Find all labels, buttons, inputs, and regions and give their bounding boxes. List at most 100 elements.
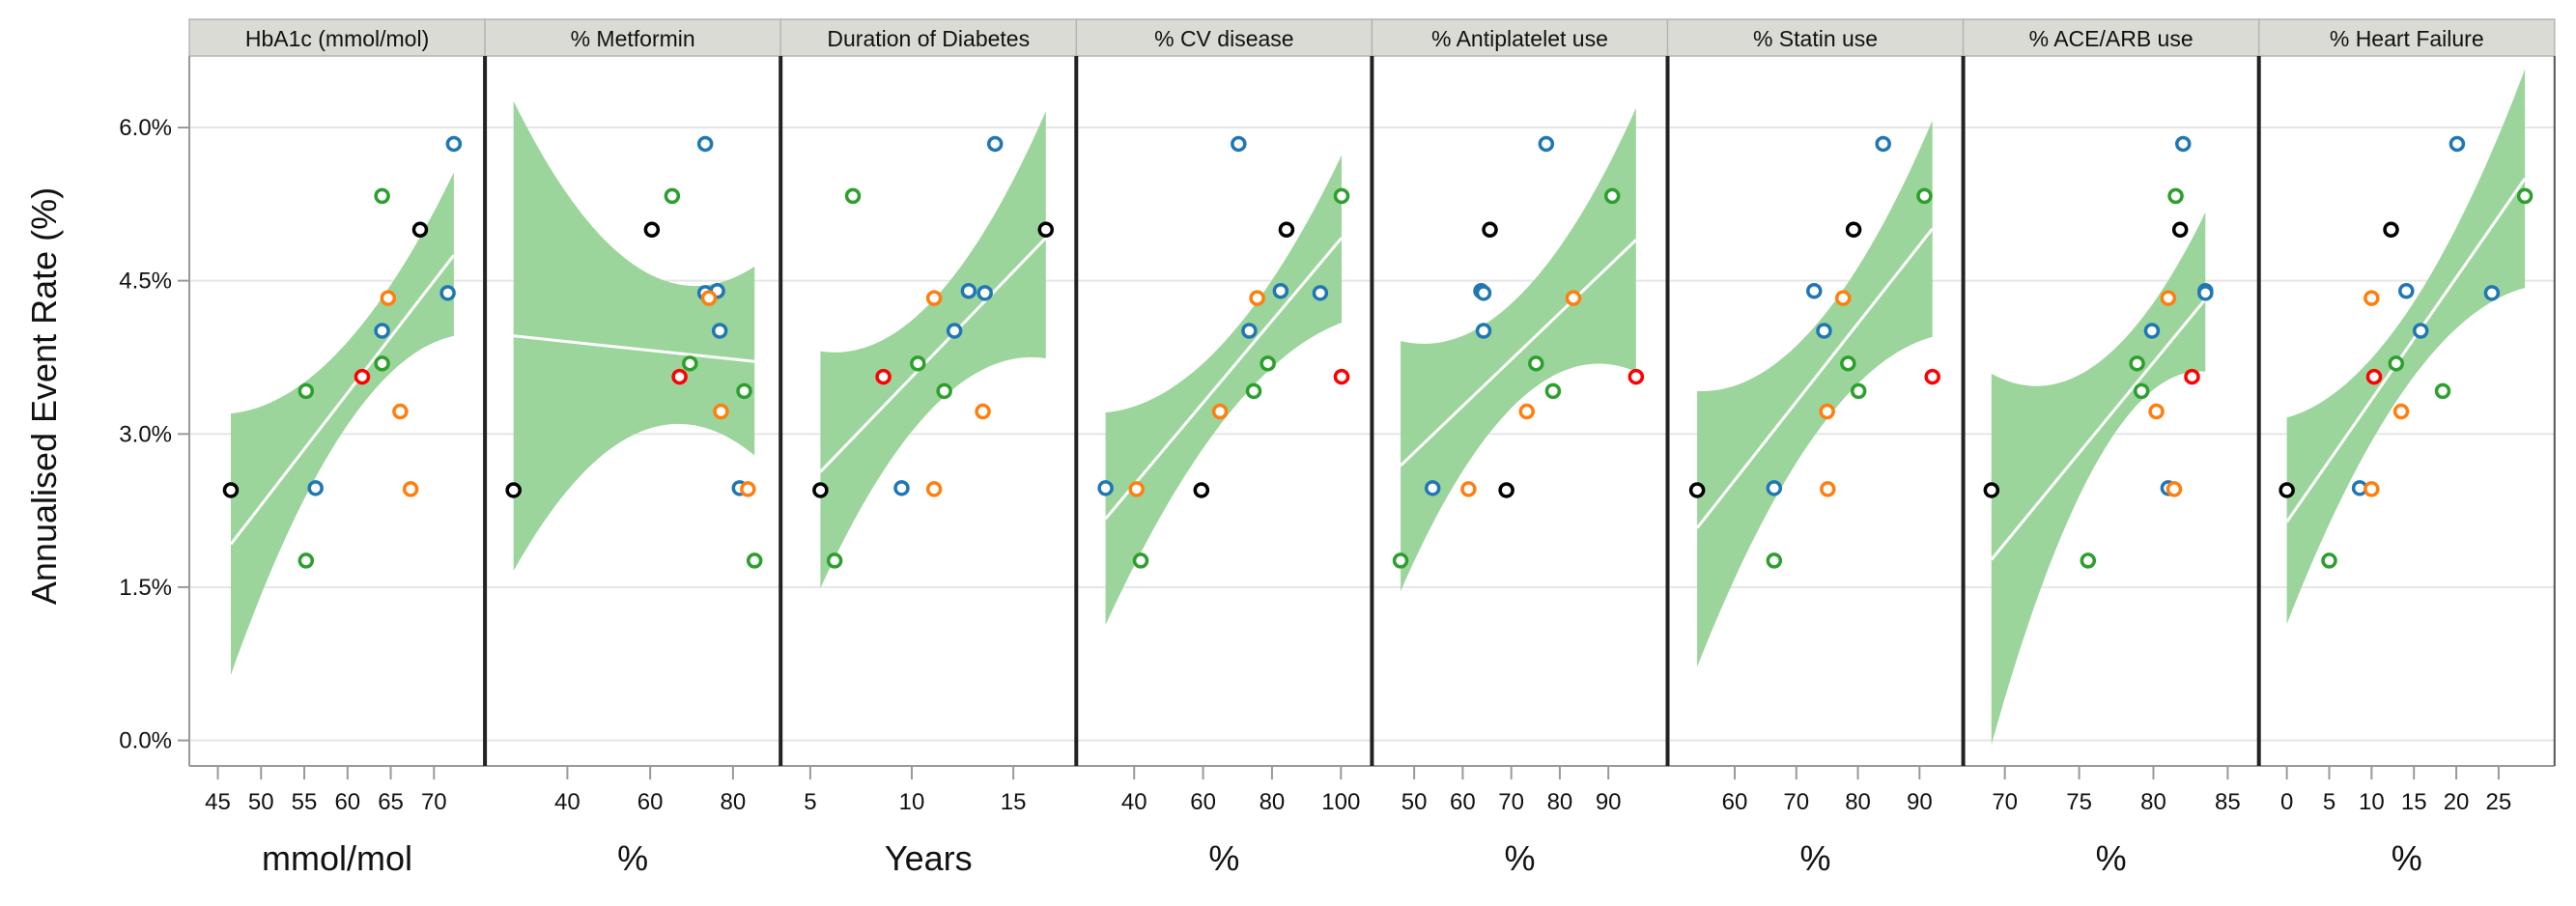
data-point-green (1544, 382, 1562, 400)
regression-line (1400, 239, 1637, 467)
x-tick-label: 20 (2444, 789, 2470, 815)
data-point-black (1482, 221, 1498, 239)
x-tick-label: 25 (2486, 789, 2512, 815)
panel-title: % Statin use (1753, 26, 1878, 51)
panel-strip (484, 18, 781, 57)
data-point-orange (1565, 290, 1582, 306)
x-axis-title: mmol/mol (262, 838, 412, 878)
regression-line (513, 334, 755, 363)
x-tick-label: 80 (2140, 789, 2166, 815)
x-tick-label: 5 (804, 789, 816, 815)
data-point-orange (380, 290, 397, 306)
x-tick-label: 60 (637, 789, 664, 815)
data-point-blue (1424, 480, 1441, 496)
data-point-blue (977, 285, 993, 301)
data-point-blue (893, 480, 910, 496)
regression-line (1990, 297, 2207, 561)
confidence-band (513, 100, 755, 571)
data-point-blue (986, 135, 1004, 153)
x-tick-label: 70 (1783, 789, 1809, 815)
data-point-black (2383, 221, 2399, 239)
data-point-orange (2160, 290, 2177, 306)
data-point-orange (392, 403, 409, 420)
data-point-blue (2483, 285, 2501, 301)
x-axis-title: % (2096, 838, 2127, 878)
data-point-green (1392, 552, 1409, 569)
data-point-green (844, 187, 862, 205)
data-point-orange (1518, 403, 1535, 420)
data-point-green (746, 552, 763, 569)
data-point-orange (2392, 403, 2410, 420)
data-point-green (682, 355, 698, 372)
x-tick-label: 0 (2280, 789, 2293, 815)
data-point-green (1916, 187, 1933, 205)
data-point-blue (439, 285, 456, 301)
panel-title: % Antiplatelet use (1431, 26, 1608, 51)
data-point-blue (374, 323, 390, 339)
data-point-red (1628, 368, 1645, 385)
regression-line (819, 237, 1047, 473)
data-point-green (374, 355, 390, 372)
data-point-blue (1816, 323, 1832, 339)
data-point-blue (1097, 480, 1114, 496)
data-point-black (2279, 482, 2295, 498)
data-point-black (812, 482, 829, 498)
data-point-orange (740, 481, 756, 497)
confidence-band (1697, 120, 1933, 667)
data-point-black (411, 221, 429, 239)
data-point-black (222, 482, 240, 498)
data-point-green (936, 382, 952, 400)
x-tick-label: 75 (2066, 789, 2092, 815)
panel-title: % CV disease (1154, 26, 1293, 51)
data-point-green (2129, 355, 2145, 372)
x-tick-label: 50 (248, 789, 274, 815)
data-point-black (505, 482, 522, 498)
x-tick-label: 80 (1547, 789, 1573, 815)
data-point-orange (1834, 290, 1852, 306)
data-point-black (643, 221, 661, 239)
x-tick-label: 80 (721, 789, 747, 815)
data-point-green (1766, 552, 1783, 569)
x-tick-label: 45 (205, 789, 231, 815)
data-point-orange (1211, 403, 1229, 420)
data-point-blue (1806, 282, 1823, 299)
regression-line (1104, 237, 1344, 521)
confidence-band (2286, 69, 2526, 624)
panel-1: HbA1c (mmol/mol) 45 50 55 60 65 70 mmol/mol (188, 18, 486, 878)
data-point-red (2184, 368, 2200, 385)
panel-strip (2257, 18, 2556, 57)
panel-2: % Metformin 40 60 80% (483, 18, 781, 878)
data-point-red (354, 368, 371, 385)
data-point-green (2434, 382, 2451, 400)
data-point-orange (1820, 481, 1836, 497)
panel-5: % Antiplatelet use 50 60 70 80 90% (1370, 18, 1669, 878)
x-tick-label: 90 (1907, 789, 1933, 815)
regression-line (1695, 227, 1934, 529)
data-point-orange (2148, 403, 2165, 420)
confidence-band (1105, 155, 1342, 626)
data-point-orange (2364, 481, 2380, 497)
x-axis-title: Years (885, 838, 973, 878)
data-point-blue (1231, 135, 1247, 153)
data-point-green (826, 552, 843, 569)
x-tick-label: 5 (2323, 789, 2335, 815)
data-point-green (1850, 382, 1867, 400)
panel-strip (188, 18, 486, 57)
confidence-band (820, 111, 1046, 588)
data-point-black (1845, 221, 1862, 239)
data-point-green (1132, 552, 1149, 569)
data-point-black (1193, 482, 1210, 498)
data-point-orange (1460, 481, 1477, 497)
x-tick-label: 60 (1450, 789, 1476, 815)
data-point-orange (1819, 403, 1835, 420)
data-point-orange (1128, 481, 1145, 497)
data-point-blue (1475, 323, 1492, 339)
data-point-blue (1875, 135, 1891, 153)
data-point-green (297, 382, 315, 400)
x-tick-label: 60 (334, 789, 360, 815)
x-tick-label: 100 (1321, 789, 1360, 815)
data-point-black (1983, 482, 2000, 498)
data-point-blue (1241, 323, 1258, 339)
data-point-green (910, 355, 926, 372)
